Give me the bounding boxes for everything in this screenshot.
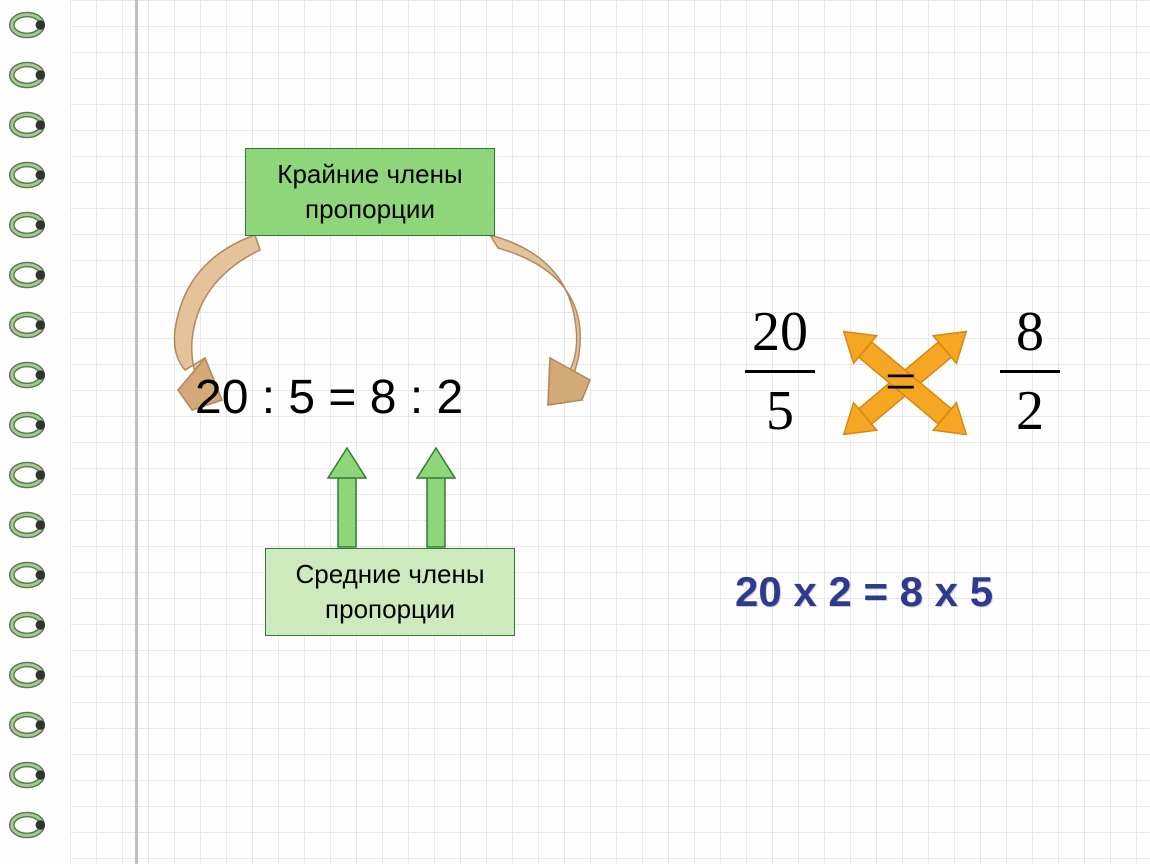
fraction-bar-right (1000, 370, 1060, 373)
spiral-binding (0, 0, 55, 864)
middle-label-line2: пропорции (278, 592, 502, 627)
equals-sign: = (885, 350, 917, 414)
margin-line (135, 0, 138, 864)
cross-multiplication-equation: 20 х 2 = 8 х 5 (735, 568, 993, 616)
proportion-expression: 20 : 5 = 8 : 2 (195, 370, 463, 425)
middle-label-line1: Средние члены (278, 557, 502, 592)
middle-members-label: Средние члены пропорции (265, 548, 515, 636)
fraction-left-numerator: 20 (735, 300, 825, 364)
fraction-bar-left (745, 370, 815, 373)
fraction-right: 8 2 (990, 300, 1070, 443)
extreme-label-line2: пропорции (258, 192, 482, 227)
extreme-members-label: Крайние члены пропорции (245, 148, 495, 236)
fraction-left: 20 5 (735, 300, 825, 443)
fraction-left-denominator: 5 (735, 379, 825, 443)
fraction-display: 20 5 = 8 2 (735, 300, 1115, 500)
fraction-right-numerator: 8 (990, 300, 1070, 364)
fraction-right-denominator: 2 (990, 379, 1070, 443)
extreme-label-line1: Крайние члены (258, 157, 482, 192)
